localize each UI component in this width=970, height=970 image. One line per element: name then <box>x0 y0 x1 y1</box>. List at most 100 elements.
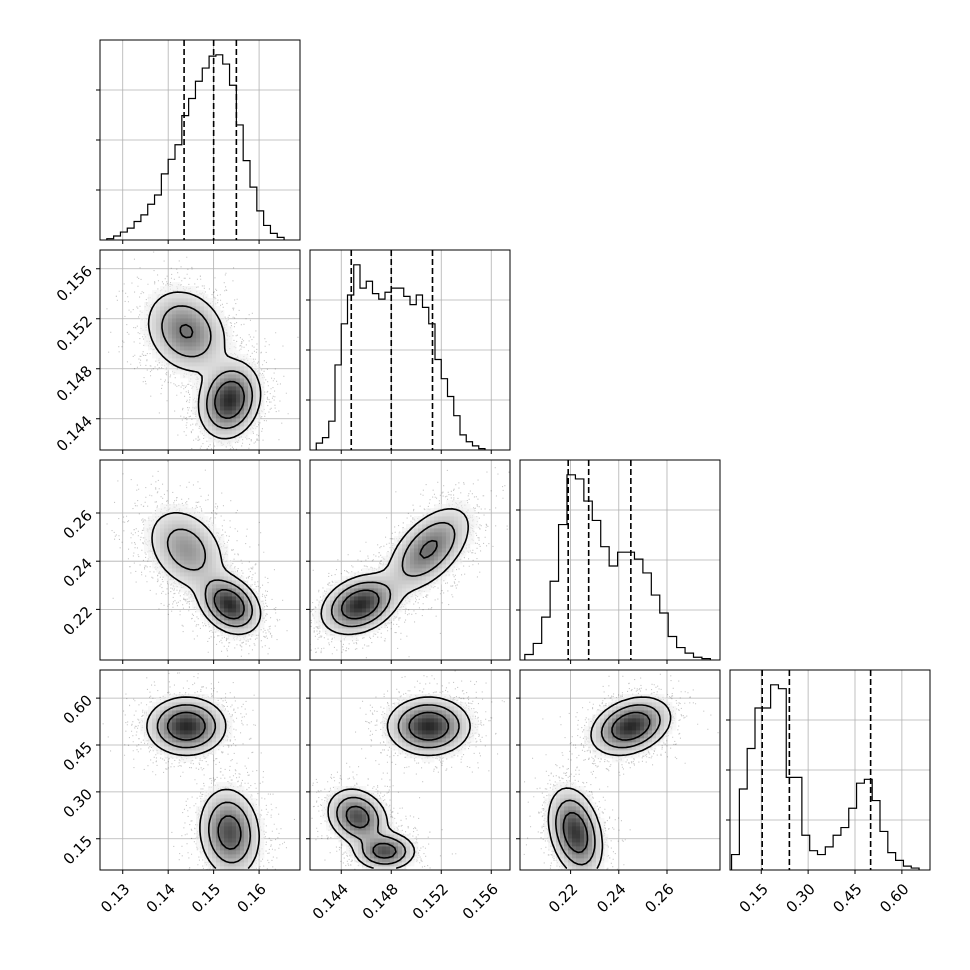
density-cell <box>184 338 189 343</box>
density-cell <box>240 414 245 419</box>
density-cell <box>442 516 447 521</box>
density-cell <box>172 302 177 307</box>
density-cell <box>406 742 411 747</box>
density-cell <box>184 734 189 739</box>
histogram-bin <box>161 174 168 240</box>
density-cell <box>390 818 395 823</box>
density-cell <box>196 814 201 819</box>
density-cell <box>164 532 169 537</box>
density-cell <box>192 576 197 581</box>
density-cell <box>216 430 221 435</box>
density-cell <box>632 706 637 711</box>
density-cell <box>338 830 343 835</box>
density-cell <box>160 346 165 351</box>
density-cell <box>192 694 197 699</box>
density-cell <box>664 718 669 723</box>
density-cell <box>434 722 439 727</box>
density-cell <box>192 564 197 569</box>
density-cell <box>458 556 463 561</box>
density-cell <box>596 854 601 859</box>
density-cell <box>256 616 261 621</box>
density-cell <box>180 568 185 573</box>
density-cell <box>560 830 565 835</box>
density-cell <box>220 850 225 855</box>
density-cell <box>398 564 403 569</box>
density-cell <box>256 830 261 835</box>
density-cell <box>224 386 229 391</box>
density-cell <box>208 814 213 819</box>
density-cell <box>172 532 177 537</box>
density-cell <box>224 858 229 863</box>
density-cell <box>148 342 153 347</box>
density-cell <box>314 616 319 621</box>
density-cell <box>228 842 233 847</box>
density-cell <box>632 738 637 743</box>
density-cell <box>560 782 565 787</box>
density-cell <box>382 596 387 601</box>
density-cell <box>386 810 391 815</box>
density-cell <box>346 814 351 819</box>
density-cell <box>568 826 573 831</box>
density-cell <box>354 612 359 617</box>
density-cell <box>140 730 145 735</box>
density-cell <box>418 524 423 529</box>
density-cell <box>192 362 197 367</box>
density-cell <box>216 738 221 743</box>
density-cell <box>446 564 451 569</box>
density-cell <box>256 410 261 415</box>
density-cell <box>438 540 443 545</box>
density-cell <box>232 782 237 787</box>
density-cell <box>462 548 467 553</box>
density-cell <box>378 620 383 625</box>
histogram-bin <box>771 685 779 870</box>
density-cell <box>252 612 257 617</box>
density-cell <box>322 592 327 597</box>
density-cell <box>176 370 181 375</box>
density-cell <box>204 718 209 723</box>
density-cell <box>144 330 149 335</box>
density-cell <box>144 322 149 327</box>
density-cell <box>160 508 165 513</box>
density-cell <box>628 710 633 715</box>
density-cell <box>418 544 423 549</box>
density-cell <box>212 790 217 795</box>
density-cell <box>216 702 221 707</box>
density-cell <box>378 810 383 815</box>
density-cell <box>564 822 569 827</box>
density-cell <box>180 742 185 747</box>
density-cell <box>596 830 601 835</box>
density-cell <box>192 390 197 395</box>
density-cell <box>208 830 213 835</box>
density-cell <box>216 326 221 331</box>
density-cell <box>326 588 331 593</box>
density-cell <box>390 584 395 589</box>
density-cell <box>572 806 577 811</box>
density-cell <box>224 834 229 839</box>
density-cell <box>188 350 193 355</box>
density-cell <box>240 798 245 803</box>
density-cell <box>656 734 661 739</box>
density-cell <box>354 596 359 601</box>
density-cell <box>454 504 459 509</box>
density-cell <box>422 560 427 565</box>
density-cell <box>188 584 193 589</box>
density-cell <box>248 370 253 375</box>
density-cell <box>252 422 257 427</box>
density-cell <box>406 858 411 863</box>
density-cell <box>632 722 637 727</box>
density-cell <box>152 294 157 299</box>
density-cell <box>140 326 145 331</box>
density-cell <box>398 532 403 537</box>
density-cell <box>252 418 257 423</box>
density-cell <box>430 548 435 553</box>
density-cell <box>200 342 205 347</box>
density-cell <box>414 722 419 727</box>
density-cell <box>192 350 197 355</box>
density-cell <box>406 718 411 723</box>
density-cell <box>322 810 327 815</box>
density-cell <box>454 722 459 727</box>
density-cell <box>220 434 225 439</box>
density-cell <box>176 354 181 359</box>
density-cell <box>196 560 201 565</box>
density-cell <box>196 544 201 549</box>
